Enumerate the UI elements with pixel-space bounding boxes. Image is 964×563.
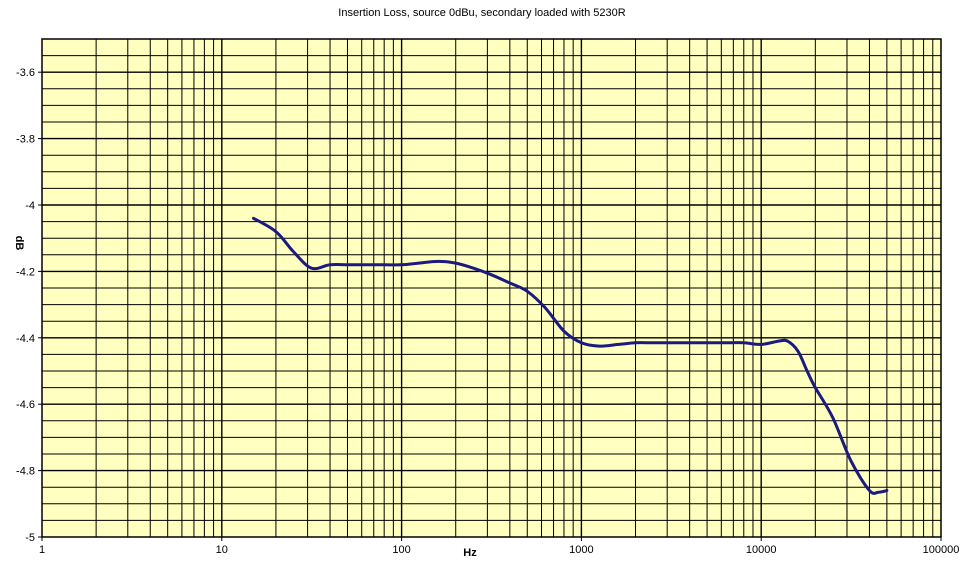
grid-lines <box>42 39 941 537</box>
y-tick-label: -3.6 <box>16 67 35 79</box>
y-tick-label: -5 <box>25 532 35 544</box>
x-tick-label: 1 <box>39 544 45 556</box>
x-tick-label: 100 <box>392 544 410 556</box>
chart-title: Insertion Loss, source 0dBu, secondary l… <box>338 7 626 19</box>
plot-frame <box>41 38 942 538</box>
y-tick-label: -4.4 <box>16 333 35 345</box>
y-tick-label: -3.8 <box>16 134 35 146</box>
x-tick-label: 10 <box>216 544 228 556</box>
y-axis-title: dB <box>13 236 25 251</box>
y-tick-labels: -5 -4.8 -4.6 -4.4 -4.2 -4 -3.8 -3.6 <box>16 67 42 544</box>
series-line <box>252 216 889 495</box>
x-tick-label: 10000 <box>746 544 777 556</box>
x-tick-labels: 1 10 100 1000 10000 100000 <box>39 537 959 556</box>
y-tick-label: -4.6 <box>16 399 35 411</box>
y-tick-label: -4.8 <box>16 466 35 478</box>
x-tick-label: 100000 <box>923 544 960 556</box>
y-tick-label: -4.2 <box>16 266 35 278</box>
x-axis-title: Hz <box>463 547 477 559</box>
x-tick-label: 1000 <box>569 544 593 556</box>
y-tick-label: -4 <box>25 200 35 212</box>
